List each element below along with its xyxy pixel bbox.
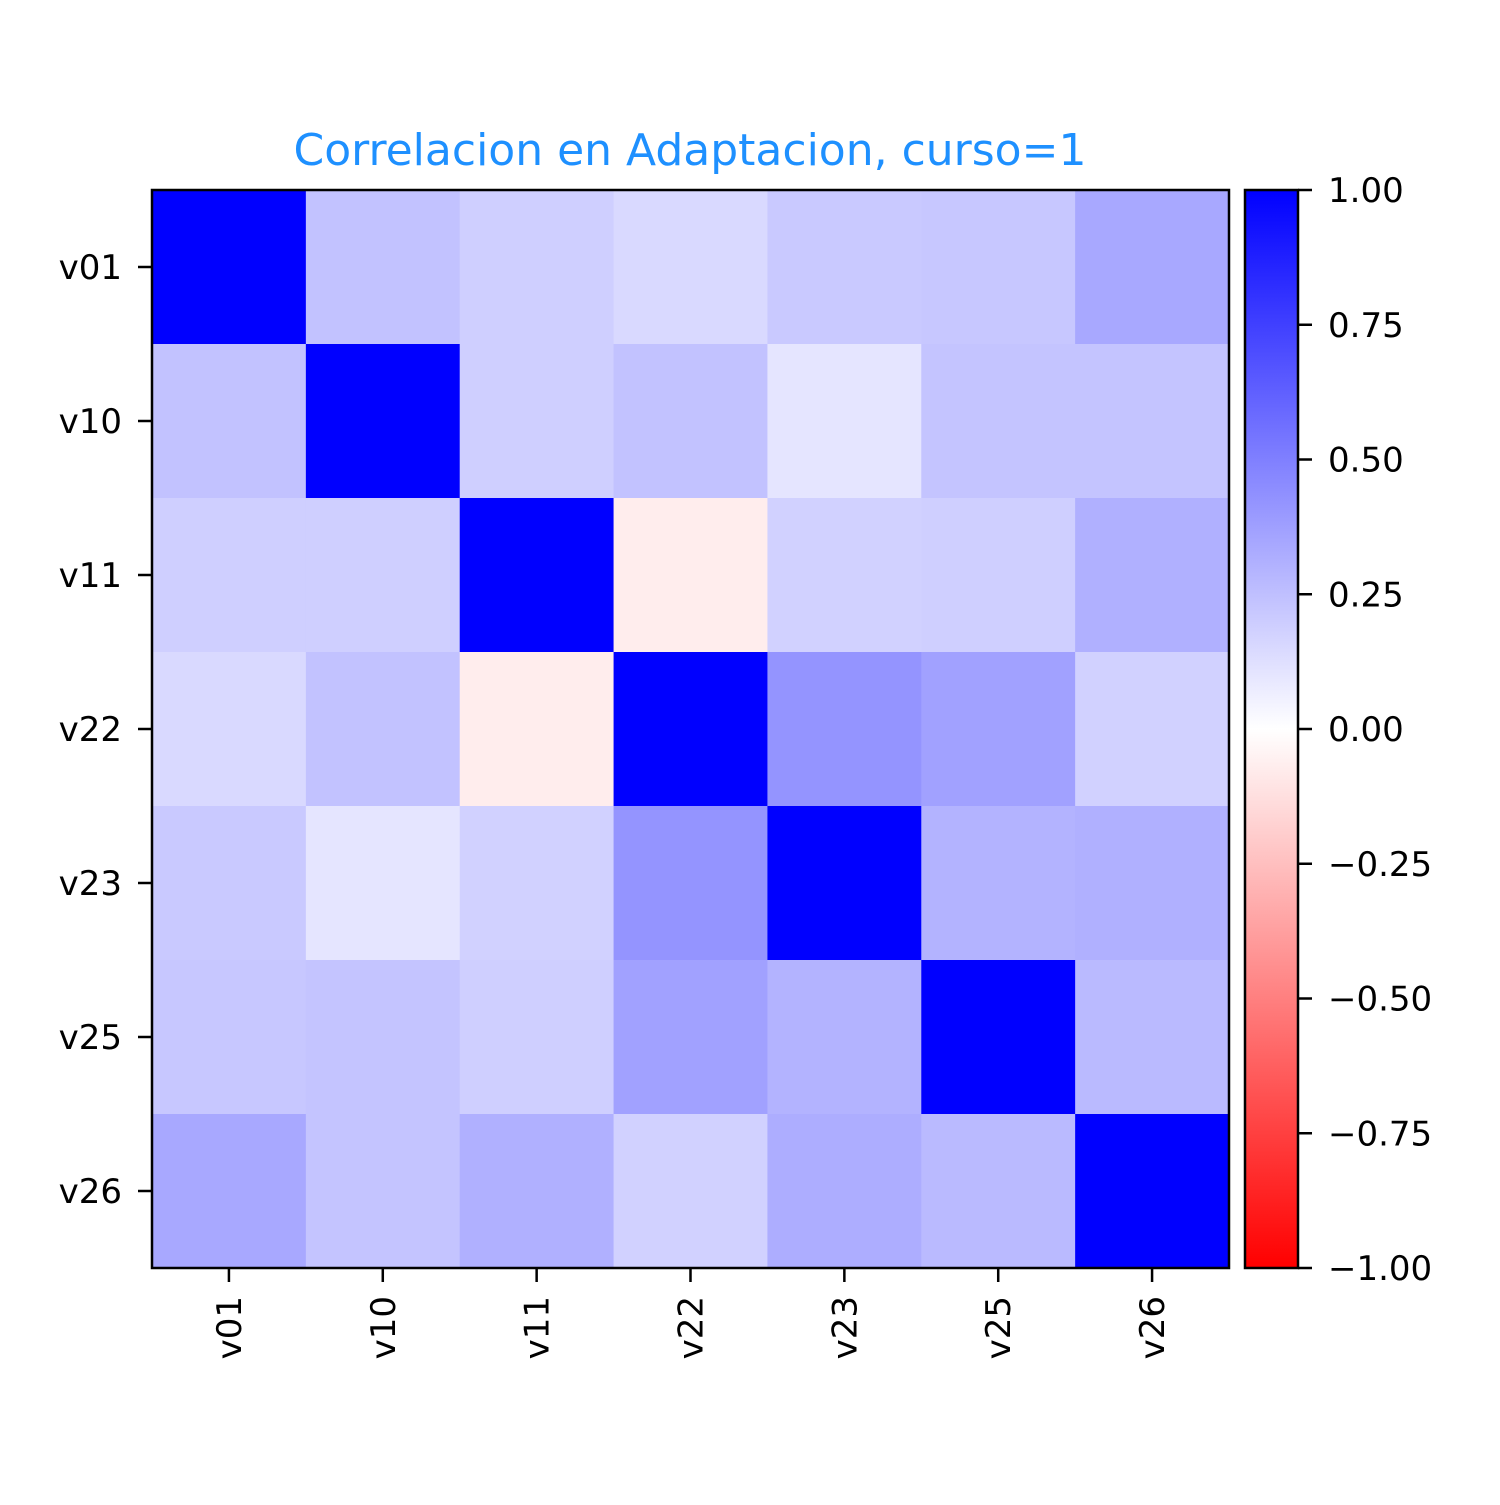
heatmap-cell-v01-v11 (459, 190, 615, 345)
heatmap-cell-v23-v10 (305, 806, 461, 961)
heatmap-cell-v22-v22 (613, 652, 768, 807)
heatmap-cell-v23-v22 (613, 806, 768, 961)
colorbar-tick-label: 1.00 (1328, 171, 1404, 211)
heatmap-cell-v01-v10 (305, 190, 461, 345)
heatmap-cell-v22-v26 (1075, 652, 1230, 807)
x-tick-label: v11 (518, 1296, 558, 1359)
heatmap-cell-v26-v26 (1075, 1114, 1230, 1269)
heatmap-cell-v10-v10 (305, 344, 461, 499)
heatmap-cell-v25-v26 (1075, 960, 1230, 1115)
heatmap-cell-v23-v26 (1075, 806, 1230, 961)
heatmap-cell-v11-v10 (305, 498, 461, 653)
heatmap-cell-v25-v01 (152, 960, 307, 1115)
heatmap-cell-v25-v25 (921, 960, 1076, 1115)
colorbar-tick-label: 0.75 (1328, 306, 1404, 346)
heatmap-cell-v10-v26 (1075, 344, 1230, 499)
y-tick-label: v26 (59, 1172, 122, 1212)
y-axis: v01 v10 v11 v22 v23 v25 v26 (59, 248, 152, 1212)
heatmap-cell-v01-v22 (613, 190, 768, 345)
colorbar: 1.00 0.75 0.50 0.25 0.00 −0.25 −0.50 −0.75 −1.00 (1243, 171, 1432, 1289)
heatmap-cell-v26-v11 (459, 1114, 615, 1269)
x-tick-label: v25 (979, 1296, 1019, 1359)
heatmap-cell-v01-v25 (921, 190, 1076, 345)
x-tick-label: v01 (210, 1296, 250, 1359)
heatmap-cells (152, 190, 1230, 1269)
heatmap-cell-v25-v11 (459, 960, 615, 1115)
heatmap-cell-v11-v26 (1075, 498, 1230, 653)
colorbar-tick-label: −1.00 (1328, 1249, 1432, 1289)
heatmap-cell-v22-v10 (305, 652, 461, 807)
heatmap-cell-v01-v26 (1075, 190, 1230, 345)
heatmap-cell-v25-v23 (767, 960, 922, 1115)
colorbar-tick-label: 0.00 (1328, 710, 1404, 750)
y-tick-label: v01 (59, 248, 122, 288)
heatmap-cell-v11-v25 (921, 498, 1076, 653)
heatmap-cell-v10-v25 (921, 344, 1076, 499)
colorbar-tick-label: −0.50 (1328, 980, 1432, 1020)
heatmap-cell-v11-v01 (152, 498, 307, 653)
heatmap-cell-v22-v23 (767, 652, 922, 807)
colorbar-tick-label: −0.75 (1328, 1114, 1432, 1154)
heatmap-cell-v23-v23 (767, 806, 922, 961)
heatmap-cell-v01-v01 (152, 190, 307, 345)
heatmap-cell-v11-v11 (459, 498, 615, 653)
heatmap-cell-v10-v01 (152, 344, 307, 499)
heatmap-cell-v26-v23 (767, 1114, 922, 1269)
heatmap-cell-v23-v01 (152, 806, 307, 961)
y-tick-label: v10 (59, 402, 122, 442)
x-axis: v01 v10 v11 v22 v23 v25 v26 (210, 1268, 1173, 1359)
heatmap-cell-v25-v22 (613, 960, 768, 1115)
heatmap-cell-v23-v11 (459, 806, 615, 961)
heatmap-cell-v10-v23 (767, 344, 922, 499)
x-tick-label: v26 (1133, 1296, 1173, 1359)
heatmap-cell-v26-v25 (921, 1114, 1076, 1269)
colorbar-tick-label: 0.50 (1328, 441, 1404, 481)
heatmap-cell-v22-v11 (459, 652, 615, 807)
heatmap-cell-v10-v11 (459, 344, 615, 499)
y-tick-label: v25 (59, 1018, 122, 1058)
colorbar-gradient (1245, 190, 1298, 1268)
colorbar-tick-label: −0.25 (1328, 845, 1432, 885)
x-tick-label: v10 (364, 1296, 404, 1359)
heatmap-cell-v26-v01 (152, 1114, 307, 1269)
y-tick-label: v11 (59, 556, 122, 596)
heatmap-cell-v23-v25 (921, 806, 1076, 961)
heatmap-cell-v26-v10 (305, 1114, 461, 1269)
y-tick-label: v23 (59, 864, 122, 904)
heatmap-cell-v22-v01 (152, 652, 307, 807)
heatmap-cell-v10-v22 (613, 344, 768, 499)
chart-title: Correlacion en Adaptacion, curso=1 (294, 125, 1087, 176)
y-tick-label: v22 (59, 710, 122, 750)
heatmap-cell-v11-v22 (613, 498, 768, 653)
colorbar-tick-label: 0.25 (1328, 575, 1404, 615)
heatmap-cell-v25-v10 (305, 960, 461, 1115)
x-tick-label: v22 (672, 1296, 712, 1359)
heatmap-cell-v22-v25 (921, 652, 1076, 807)
heatmap-cell-v11-v23 (767, 498, 922, 653)
heatmap-cell-v01-v23 (767, 190, 922, 345)
x-tick-label: v23 (825, 1296, 865, 1359)
heatmap-cell-v26-v22 (613, 1114, 768, 1269)
